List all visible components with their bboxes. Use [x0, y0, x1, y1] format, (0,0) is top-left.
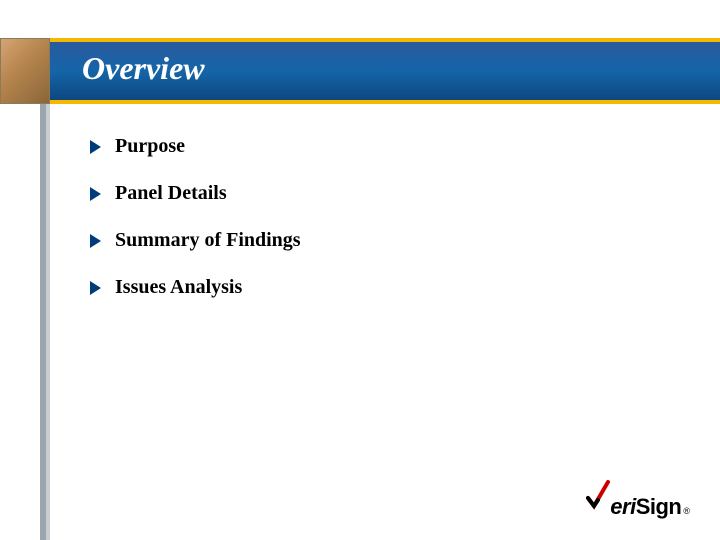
- handshake-image: [0, 38, 50, 104]
- bullet-icon: [90, 140, 101, 154]
- bullet-icon: [90, 281, 101, 295]
- sidebar-stripe: [40, 104, 46, 540]
- bullet-icon: [90, 234, 101, 248]
- bullet-text: Purpose: [115, 135, 185, 158]
- bullet-list: Purpose Panel Details Summary of Finding…: [90, 135, 650, 323]
- list-item: Panel Details: [90, 182, 650, 205]
- verisign-logo: eriSign ®: [590, 486, 690, 520]
- checkmark-icon: [590, 486, 608, 514]
- list-item: Issues Analysis: [90, 276, 650, 299]
- list-item: Purpose: [90, 135, 650, 158]
- bullet-text: Issues Analysis: [115, 276, 242, 299]
- registered-mark: ®: [683, 506, 690, 516]
- logo-text: eriSign: [610, 494, 681, 520]
- list-item: Summary of Findings: [90, 229, 650, 252]
- bullet-text: Panel Details: [115, 182, 227, 205]
- slide-title: Overview: [82, 50, 205, 87]
- bullet-text: Summary of Findings: [115, 229, 301, 252]
- bullet-icon: [90, 187, 101, 201]
